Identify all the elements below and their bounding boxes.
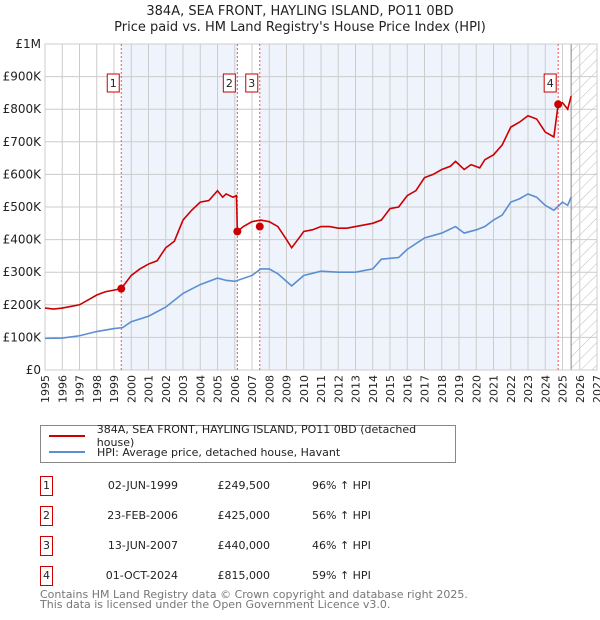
sale-label: 1 <box>40 476 53 496</box>
x-tick-label: 2000 <box>125 375 138 403</box>
plot-area: 1995 1996 1997 1998 1999 2000 2001 2002 2003 2004… <box>3 37 600 403</box>
x-tick-label: 2025 <box>557 375 570 403</box>
x-tick-label: 1998 <box>91 375 104 403</box>
y-tick-label: £0 <box>26 363 41 377</box>
sale-label-box <box>222 73 236 93</box>
x-tick-label: 2014 <box>367 375 380 403</box>
legend: 384A, SEA FRONT, HAYLING ISLAND, PO11 0B… <box>40 423 456 463</box>
y-tick-label: £100K <box>3 330 43 344</box>
x-tick-label: 2005 <box>212 375 225 403</box>
y-tick-label: £500K <box>3 200 43 214</box>
y-tick-label: £1M <box>15 37 41 51</box>
series-line-hpi <box>44 193 572 340</box>
y-tick-label: £900K <box>3 70 43 84</box>
x-tick-label: 2004 <box>194 375 207 403</box>
x-tick-label: 1996 <box>56 375 69 403</box>
x-tick-label: 2022 <box>505 375 518 403</box>
sale-point <box>255 222 264 231</box>
x-tick-label: 2015 <box>384 375 397 403</box>
x-tick-label: 2001 <box>143 375 156 403</box>
sale-price: £815,000 <box>217 569 271 582</box>
sale-price: £249,500 <box>217 479 271 492</box>
chart-title: 384A, SEA FRONT, HAYLING ISLAND, PO11 0B… <box>146 4 454 19</box>
sale-date: 23-FEB-2006 <box>107 509 178 522</box>
x-tick-label: 2020 <box>470 375 483 403</box>
x-tick-label: 2006 <box>229 375 242 403</box>
x-tick-label: 2007 <box>246 375 259 403</box>
x-tick-label: 2017 <box>419 375 432 403</box>
x-tick-label: 2008 <box>263 375 276 403</box>
legend-label: HPI: Average price, detached house, Hava… <box>97 445 341 459</box>
x-tick-label: 2009 <box>281 375 294 403</box>
sale-point <box>554 100 563 109</box>
x-tick-label: 2013 <box>350 375 363 403</box>
sale-label: 3 <box>40 536 53 556</box>
x-tick-label: 1999 <box>108 375 121 403</box>
y-tick-label: £200K <box>3 298 43 312</box>
y-tick-label: £600K <box>3 167 43 181</box>
series-line-property <box>44 95 572 310</box>
sale-label: 2 <box>226 77 233 90</box>
sale-hpi: 56% ↑ HPI <box>312 509 371 522</box>
sale-label: 2 <box>40 506 53 526</box>
footer-line: This data is licensed under the Open Gov… <box>40 598 391 611</box>
sale-hpi: 96% ↑ HPI <box>312 479 371 492</box>
sale-price: £440,000 <box>217 539 271 552</box>
y-tick-label: £700K <box>3 135 43 149</box>
x-tick-label: 2003 <box>177 375 190 403</box>
sale-label-box <box>543 73 557 93</box>
sale-hpi: 46% ↑ HPI <box>312 539 371 552</box>
chart-subtitle: Price paid vs. HM Land Registry's House … <box>114 20 486 35</box>
legend-item-property: 384A, SEA FRONT, HAYLING ISLAND, PO11 0B… <box>49 423 455 449</box>
sale-date: 02-JUN-1999 <box>107 479 178 492</box>
y-tick-label: £400K <box>3 233 43 247</box>
plot-border <box>44 43 598 371</box>
x-tick-label: 2021 <box>488 375 501 403</box>
x-tick-label: 2016 <box>401 375 414 403</box>
footer-line: Contains HM Land Registry data © Crown c… <box>40 588 468 601</box>
y-tick-label: £800K <box>3 102 43 116</box>
x-tick-label: 1997 <box>74 375 87 403</box>
sale-label: 1 <box>110 77 117 90</box>
x-tick-label: 2011 <box>315 375 328 403</box>
x-tick-label: 2002 <box>160 375 173 403</box>
sale-hpi: 59% ↑ HPI <box>312 569 371 582</box>
y-tick-label: £300K <box>3 265 43 279</box>
sale-point <box>117 284 126 293</box>
legend-item-hpi: HPI: Average price, detached house, Hava… <box>49 444 340 460</box>
legend-label: 384A, SEA FRONT, HAYLING ISLAND, PO11 0B… <box>96 423 417 449</box>
sale-price: £425,000 <box>217 509 271 522</box>
x-tick-label: 2026 <box>574 375 587 403</box>
sale-label-box <box>245 73 259 93</box>
x-tick-label: 2024 <box>539 375 552 403</box>
sale-label: 4 <box>40 566 53 586</box>
sale-date: 13-JUN-2007 <box>107 539 178 552</box>
sale-label-box <box>106 73 120 93</box>
sale-point <box>233 227 242 236</box>
x-tick-label: 2027 <box>591 375 600 403</box>
x-tick-label: 2019 <box>453 375 466 403</box>
x-tick-label: 2010 <box>298 375 311 403</box>
x-tick-label: 2012 <box>332 375 345 403</box>
sale-date: 01-OCT-2024 <box>105 569 178 582</box>
sale-label: 3 <box>248 77 255 90</box>
x-tick-label: 2018 <box>436 375 449 403</box>
footer: Contains HM Land Registry data © Crown c… <box>40 588 468 611</box>
sale-label: 4 <box>547 77 554 90</box>
x-tick-label: 1995 <box>39 375 52 403</box>
x-tick-label: 2023 <box>522 375 535 403</box>
